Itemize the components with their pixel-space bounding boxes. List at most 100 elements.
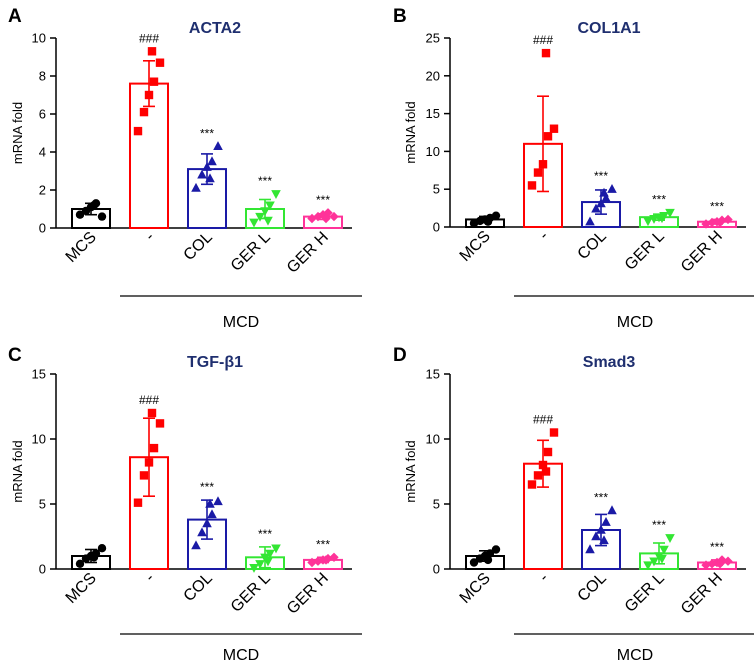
y-tick-label: 2 (39, 183, 46, 198)
data-point (591, 531, 601, 541)
data-point (659, 545, 669, 555)
data-point (533, 471, 543, 480)
data-point (271, 544, 281, 554)
data-point (255, 560, 265, 569)
data-point (599, 535, 609, 545)
data-point (538, 160, 548, 169)
chart-title: ACTA2 (189, 20, 241, 37)
data-point (149, 443, 159, 453)
data-point (307, 213, 317, 224)
x-tick-label: GER L (622, 570, 668, 616)
data-point (657, 214, 667, 224)
data-point (139, 471, 149, 480)
data-point (723, 214, 733, 225)
data-point (596, 198, 606, 208)
data-point (549, 124, 559, 133)
y-tick-label: 15 (426, 367, 440, 382)
significance-label: *** (316, 193, 330, 207)
data-point (144, 90, 154, 100)
significance-label: *** (710, 199, 724, 213)
x-tick-label: MCS (63, 229, 100, 266)
panel-letter: D (393, 345, 407, 366)
data-point (601, 193, 611, 202)
data-point (263, 557, 273, 567)
data-point (483, 555, 493, 565)
data-point (205, 173, 215, 183)
data-point (313, 556, 323, 566)
data-point (538, 460, 548, 470)
data-point (329, 552, 339, 562)
data-point (147, 47, 157, 56)
group-label: MCD (617, 647, 653, 664)
y-tick-label: 10 (32, 432, 46, 447)
data-point (607, 184, 617, 193)
data-point (202, 162, 212, 171)
y-tick-label: 0 (433, 562, 440, 577)
significance-label: *** (200, 480, 214, 494)
data-point (271, 190, 281, 199)
chart-title: TGF-β1 (187, 354, 243, 371)
data-point (263, 216, 273, 226)
y-tick-label: 4 (39, 145, 46, 160)
significance-label: *** (258, 527, 272, 541)
x-tick-label: - (536, 570, 552, 586)
data-point (541, 48, 551, 58)
y-tick-label: 0 (39, 562, 46, 577)
data-point (491, 545, 501, 554)
data-point (715, 217, 725, 228)
significance-label: *** (710, 540, 724, 554)
data-point (144, 458, 154, 467)
data-point (207, 509, 217, 519)
data-point (607, 505, 617, 515)
x-tick-label: GER H (678, 570, 726, 618)
x-tick-label: GER L (622, 228, 668, 274)
x-tick-label: COL (575, 228, 610, 263)
data-point (665, 534, 675, 543)
data-point (643, 561, 653, 571)
data-point (205, 498, 215, 508)
data-point (89, 201, 99, 210)
y-tick-label: 8 (39, 69, 46, 84)
x-tick-label: MCS (457, 228, 494, 265)
group-label: MCD (617, 314, 653, 331)
y-tick-label: 0 (433, 220, 440, 235)
data-point (133, 126, 143, 136)
data-point (533, 168, 543, 177)
significance-label: *** (594, 491, 608, 505)
significance-label: *** (200, 126, 214, 140)
y-tick-label: 25 (426, 31, 440, 46)
data-point (197, 527, 207, 537)
data-point (89, 553, 99, 562)
y-axis-label: mRNA fold (403, 440, 418, 502)
x-tick-label: MCS (457, 570, 494, 607)
data-point (649, 557, 659, 567)
data-point (191, 540, 201, 550)
data-point (249, 218, 259, 228)
y-tick-label: 5 (39, 497, 46, 512)
data-point (723, 556, 733, 566)
y-tick-label: 10 (426, 432, 440, 447)
data-point (469, 558, 479, 567)
data-point (543, 447, 553, 457)
data-point (249, 564, 259, 573)
x-tick-label: GER H (284, 229, 332, 277)
panel-letter: A (8, 6, 22, 27)
x-tick-label: COL (575, 570, 610, 605)
y-tick-label: 15 (32, 367, 46, 382)
data-point (585, 216, 595, 226)
data-point (527, 181, 537, 190)
data-point (543, 132, 553, 141)
x-tick-label: COL (181, 570, 216, 605)
y-tick-label: 10 (426, 144, 440, 159)
y-tick-label: 10 (32, 31, 46, 46)
data-point (329, 211, 339, 222)
data-point (213, 141, 223, 150)
x-tick-label: - (142, 229, 158, 245)
data-point (643, 217, 653, 227)
chart-title: COL1A1 (577, 20, 640, 37)
data-point (75, 210, 85, 219)
data-point (97, 544, 107, 553)
y-axis-label: mRNA fold (10, 102, 25, 164)
data-point (97, 212, 107, 221)
data-point (255, 212, 265, 222)
